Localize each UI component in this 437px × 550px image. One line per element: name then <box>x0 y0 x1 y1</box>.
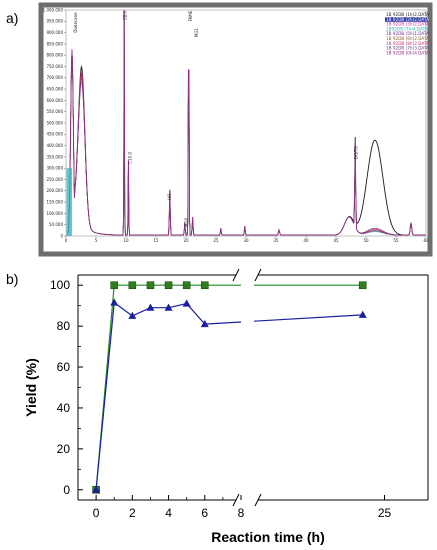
y-tick-label-a: 1.000.000 <box>43 7 64 12</box>
peak-label: FAME <box>188 10 193 21</box>
series-1-marker <box>164 281 173 290</box>
y-tick-label-a: 250.000 <box>46 177 63 182</box>
x-tick-label-a: 0 <box>65 238 68 243</box>
y-tick-label-a: 500.000 <box>46 120 63 125</box>
x-tick-label: 0 <box>93 506 100 520</box>
peak-label: HO <box>167 194 172 200</box>
series-2-marker <box>164 303 173 311</box>
legend-item: 1B 92DB (3h)2.DATA <box>386 22 429 27</box>
legend-item: 1B 92DB (1h)2.DATA <box>386 12 429 17</box>
y-tick-label-a: 550.000 <box>46 109 63 114</box>
series-1-marker <box>146 281 155 290</box>
y-tick-label: 40 <box>57 401 71 415</box>
series-2-marker <box>146 303 155 311</box>
series-2-marker <box>200 319 209 328</box>
series-2-marker <box>358 310 367 318</box>
peak-label: C8:0 <box>123 10 128 20</box>
legend-item: 1B 92DB (6h)2.DATA <box>386 36 429 41</box>
y-tick-label: 20 <box>57 442 71 456</box>
series-2-marker <box>92 485 101 493</box>
y-tick-label: 0 <box>63 483 70 497</box>
x-tick-label: 8 <box>238 506 245 520</box>
legend-item: 1B92DB (7h)4.DATA <box>386 26 428 31</box>
series-1-marker <box>182 281 191 290</box>
y-tick-label-a: 900.000 <box>46 30 63 35</box>
x-tick-label-a: 15 <box>153 238 159 243</box>
chromatogram-trace-9 <box>66 10 426 236</box>
series-1-marker <box>358 281 367 290</box>
legend-item: 1B 92DB (5h)1.DATA <box>386 31 429 36</box>
y-tick-label: 100 <box>50 278 70 292</box>
legend-item: 1B 92DB (0h)4.DATA <box>386 50 429 55</box>
x-tick-label: 6 <box>201 506 208 520</box>
x-tick-label: 2 <box>129 506 136 520</box>
series-line-2 <box>95 301 363 490</box>
series-2-marker <box>182 299 191 307</box>
y-tick-label-a: 100.000 <box>46 211 63 216</box>
x-tick-label-a: 40 <box>303 238 309 243</box>
x-tick-label: 4 <box>165 506 172 520</box>
x-tick-label-a: 55 <box>393 238 399 243</box>
y-tick-label-a: 0 <box>60 233 63 238</box>
panel-a-label: a) <box>6 10 19 26</box>
peak-label: DG/TG <box>354 146 359 159</box>
legend-highlight <box>385 17 428 22</box>
y-tick-label-a: 600.000 <box>46 98 63 103</box>
axis-break-mark <box>232 493 240 507</box>
y-tick-label-a: 650.000 <box>46 87 63 92</box>
legend-item: 1B 92DB (8h)2.DATA <box>386 41 429 46</box>
y-tick-label-a: 350.000 <box>46 154 63 159</box>
series-2-marker <box>128 311 137 319</box>
series-1-marker <box>200 281 209 290</box>
solvent-band <box>66 168 72 236</box>
x-tick-label-a: 45 <box>333 238 339 243</box>
x-tick-label: 25 <box>378 506 392 520</box>
chromatogram-chart: 1.000.000 950.000 900.000 850.000 800.000 750… <box>38 2 433 257</box>
peak-label: MG1 <box>194 28 199 38</box>
y-tick-label: 60 <box>57 360 71 374</box>
axis-break-mark <box>254 493 262 507</box>
series-line-1 <box>95 284 363 490</box>
y-tick-label-a: 300.000 <box>46 166 63 171</box>
x-tick-label-a: 25 <box>213 238 219 243</box>
y-tick-label-a: 850.000 <box>46 41 63 46</box>
x-axis-label: Reaction time (h) <box>211 529 325 545</box>
y-tick-label-a: 750.000 <box>46 64 63 69</box>
y-tick-label: 80 <box>57 319 71 333</box>
plot-area-a <box>65 9 427 237</box>
y-tick-label-a: 200.000 <box>46 188 63 193</box>
x-tick-label-a: 50 <box>363 238 369 243</box>
y-tick-label-a: 400.000 <box>46 143 63 148</box>
legend-item: 1B 92DB (2h)2.DATA <box>386 17 429 22</box>
series-1-marker <box>128 281 137 290</box>
y-tick-label-a: 50.000 <box>49 222 63 227</box>
peak-label: Dodecane <box>73 12 78 33</box>
legend-item: 1B 92DB (7h)3.DATA <box>386 46 429 51</box>
y-tick-label-a: 150.000 <box>46 200 63 205</box>
series-1-marker <box>110 281 119 290</box>
x-tick-label-a: 10 <box>123 238 129 243</box>
y-tick-label-a: 950.000 <box>46 19 63 24</box>
peak-label: MG0 <box>184 217 189 227</box>
x-tick-label-a: 35 <box>273 238 279 243</box>
x-tick-label-a: 20 <box>183 238 189 243</box>
y-axis-label: Yield (%) <box>23 358 39 417</box>
x-tick-label-a: 30 <box>243 238 249 243</box>
y-tick-label-a: 450.000 <box>46 132 63 137</box>
x-tick-label-a: 5 <box>95 238 98 243</box>
axis-break-mark <box>232 268 240 282</box>
series-2-marker <box>110 298 119 306</box>
axis-break-mark <box>254 268 262 282</box>
peak-label: C10:0 <box>127 151 132 163</box>
x-tick-label-a: 60 <box>423 238 429 243</box>
y-tick-label-a: 800.000 <box>46 53 63 58</box>
panel-b-label: b) <box>6 271 19 287</box>
y-tick-label-a: 700.000 <box>46 75 63 80</box>
